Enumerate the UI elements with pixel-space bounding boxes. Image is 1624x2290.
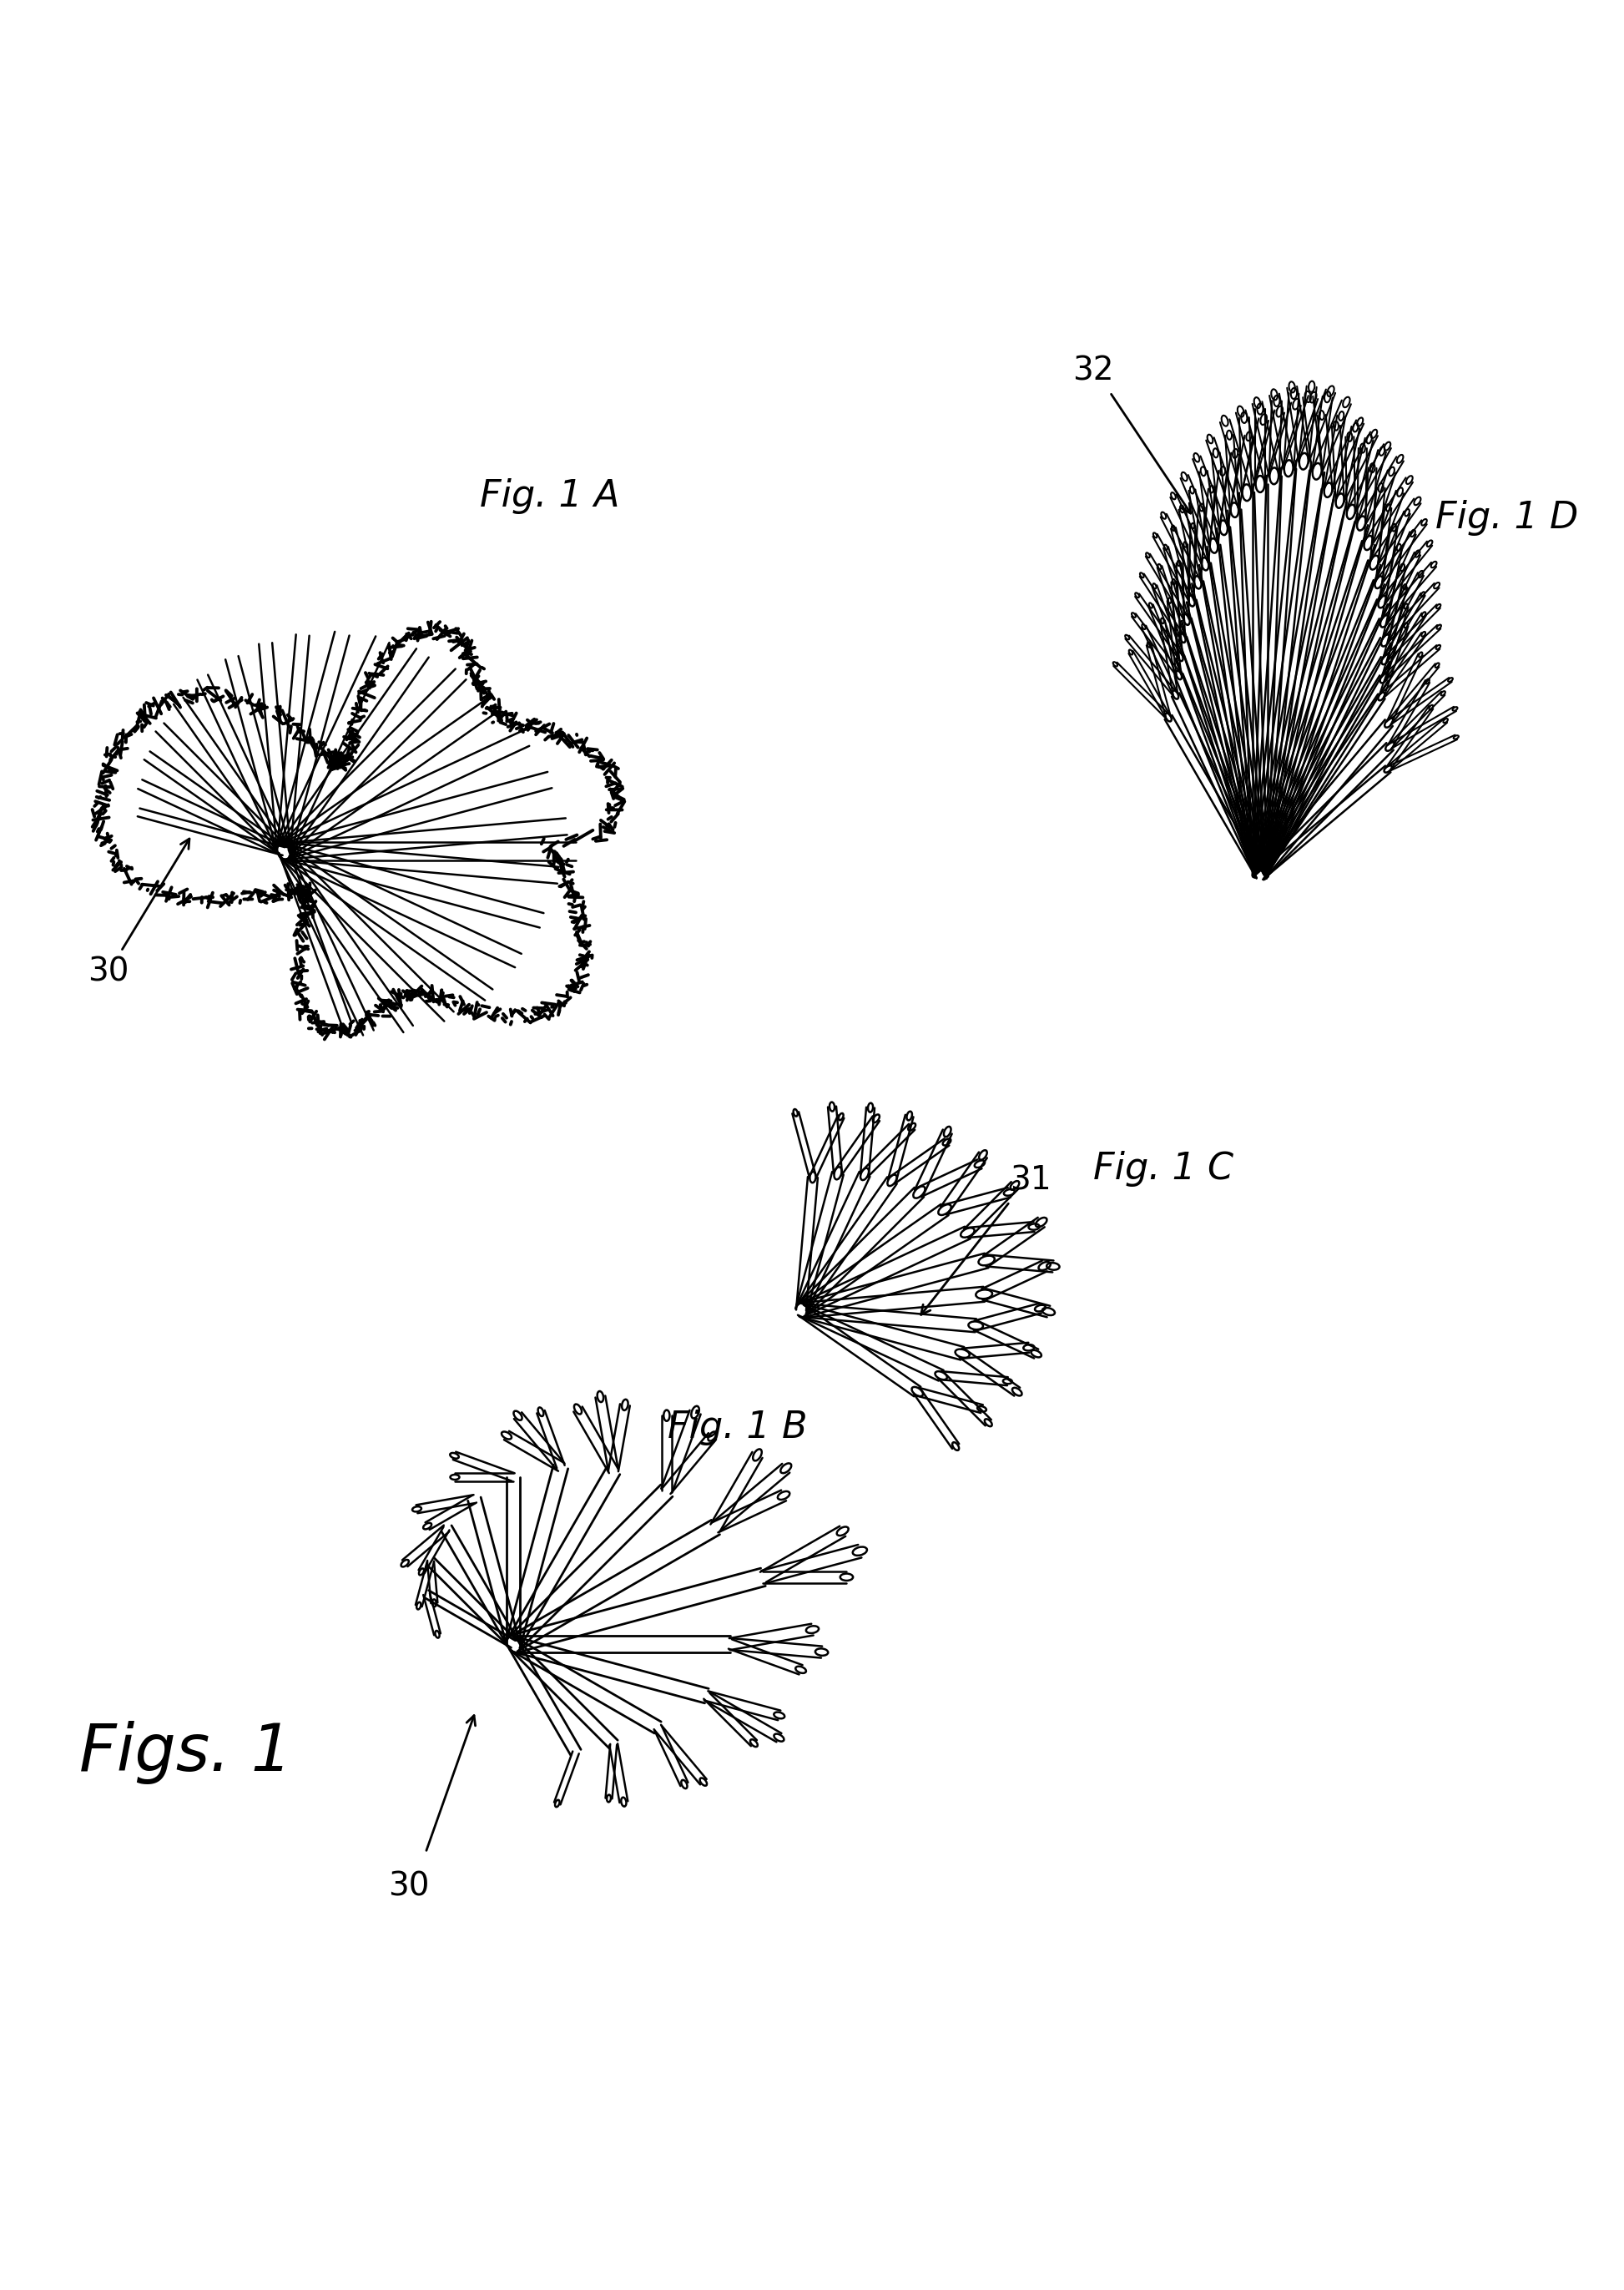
- Text: Fig. 1 B: Fig. 1 B: [667, 1408, 807, 1445]
- Text: 32: 32: [1072, 355, 1114, 387]
- Text: Fig. 1 A: Fig. 1 A: [479, 479, 620, 515]
- Text: Fig. 1 D: Fig. 1 D: [1436, 499, 1579, 536]
- Text: Figs. 1: Figs. 1: [80, 1720, 292, 1784]
- Text: Fig. 1 C: Fig. 1 C: [1093, 1150, 1234, 1186]
- Text: 30: 30: [88, 957, 130, 987]
- Text: 31: 31: [1010, 1166, 1051, 1198]
- Text: 30: 30: [388, 1871, 430, 1903]
